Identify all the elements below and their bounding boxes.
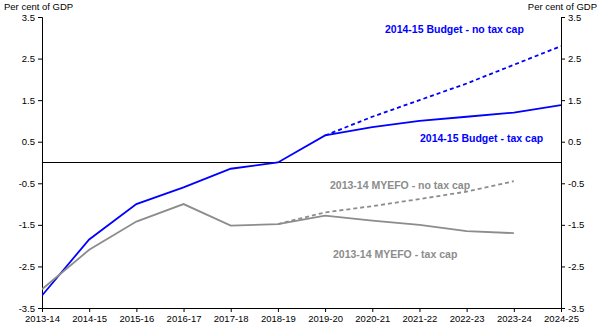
tick-label: 1.5 <box>22 95 35 106</box>
tick: 2015-16 <box>119 308 154 324</box>
tick: 2.5 <box>22 53 42 64</box>
tick-mark <box>38 266 42 267</box>
tick-mark <box>42 308 43 312</box>
tick: 2013-14 <box>25 308 60 324</box>
tick-label: -1.5 <box>19 219 35 230</box>
tick-mark <box>38 100 42 101</box>
tick-label: 2019-20 <box>308 313 343 324</box>
axis-line <box>43 309 562 313</box>
y-axis-title: Per cent of GDP <box>4 1 73 12</box>
reference-line <box>42 162 561 163</box>
tick-label: 3.5 <box>22 12 35 23</box>
y2-axis-title: Per cent of GDP <box>528 1 597 12</box>
tick-mark <box>561 266 565 267</box>
tick: 1.5 <box>561 95 581 106</box>
series-label: 2013-14 MYEFO - tax cap <box>333 248 457 260</box>
tick: 2018-19 <box>261 308 296 324</box>
axis-line <box>562 18 566 309</box>
tick: 3.5 <box>561 12 581 23</box>
tick: -1.5 <box>561 219 584 230</box>
tick-mark <box>89 308 90 312</box>
tick-label: -0.5 <box>568 178 584 189</box>
tick-label: -1.5 <box>568 219 584 230</box>
tick-mark <box>38 183 42 184</box>
tick-mark <box>231 308 232 312</box>
tick-label: 3.5 <box>568 12 581 23</box>
tick-label: 2018-19 <box>261 313 296 324</box>
tick-mark <box>184 308 185 312</box>
tick: 1.5 <box>22 95 42 106</box>
series-label: 2014-15 Budget - tax cap <box>420 132 543 144</box>
tick: -1.5 <box>19 219 42 230</box>
tick: 2016-17 <box>167 308 202 324</box>
tick-label: 2013-14 <box>25 313 60 324</box>
tick: -2.5 <box>19 261 42 272</box>
y2-axis: -3.5-2.5-1.5-0.50.51.52.53.5 <box>561 12 584 314</box>
tick: 2022-23 <box>450 308 485 324</box>
tick-mark <box>38 308 42 309</box>
tick: 2019-20 <box>308 308 343 324</box>
tick: 2020-21 <box>355 308 390 324</box>
tick-label: 2014-15 <box>72 313 107 324</box>
tick: -0.5 <box>19 178 42 189</box>
tick-mark <box>38 17 42 18</box>
tick-label: -2.5 <box>568 261 584 272</box>
x-axis: 2013-14 2014-15 2015-16 2016-17 2017-18 2018-… <box>25 308 579 324</box>
tick: 0.5 <box>561 136 581 147</box>
series-label: 2014-15 Budget - no tax cap <box>385 23 524 35</box>
y-axis: -3.5-2.5-1.5-0.50.51.52.53.5 <box>19 12 43 314</box>
tick-label: 2022-23 <box>450 313 485 324</box>
tick-mark <box>278 308 279 312</box>
tick-mark <box>514 308 515 312</box>
tick: -2.5 <box>561 261 584 272</box>
tick-label: 2.5 <box>568 53 581 64</box>
tick: 3.5 <box>22 12 42 23</box>
series-label: 2013-14 MYEFO - no tax cap <box>330 179 470 191</box>
tick-mark <box>38 225 42 226</box>
tick-label: -2.5 <box>19 261 35 272</box>
tick: 2024-25 <box>544 308 579 324</box>
tick-label: 2023-24 <box>497 313 532 324</box>
tick-label: 2020-21 <box>355 313 390 324</box>
tick: 2017-18 <box>214 308 249 324</box>
tick-mark <box>561 17 565 18</box>
tick-label: 2024-25 <box>544 313 579 324</box>
tick-mark <box>561 308 562 312</box>
tick: 2.5 <box>561 53 581 64</box>
tick-label: 2021-22 <box>403 313 438 324</box>
tick-mark <box>38 142 42 143</box>
tick: 2023-24 <box>497 308 532 324</box>
axis-line <box>38 18 43 309</box>
tick-mark <box>561 183 565 184</box>
chart: -3.5-2.5-1.5-0.50.51.52.53.5-3.5-2.5-1.5… <box>0 0 601 331</box>
series-line <box>325 46 561 135</box>
tick-label: 2016-17 <box>167 313 202 324</box>
tick-mark <box>561 225 565 226</box>
tick-mark <box>372 308 373 312</box>
tick-label: -0.5 <box>19 178 35 189</box>
tick-label: 0.5 <box>568 136 581 147</box>
series-line <box>42 204 514 289</box>
tick-mark <box>561 100 565 101</box>
tick-label: 2017-18 <box>214 313 249 324</box>
tick-mark <box>561 59 565 60</box>
tick-mark <box>325 308 326 312</box>
tick-mark <box>38 59 42 60</box>
tick: 2014-15 <box>72 308 107 324</box>
tick-label: 1.5 <box>568 95 581 106</box>
tick-mark <box>419 308 420 312</box>
tick: 0.5 <box>22 136 42 147</box>
plot-area <box>42 46 561 295</box>
tick: -0.5 <box>561 178 584 189</box>
tick-label: 2.5 <box>22 53 35 64</box>
series-line <box>42 105 561 295</box>
tick-mark <box>467 308 468 312</box>
tick: 2021-22 <box>403 308 438 324</box>
tick-mark <box>561 142 565 143</box>
tick-mark <box>136 308 137 312</box>
tick-label: 0.5 <box>22 136 35 147</box>
tick-label: 2015-16 <box>119 313 154 324</box>
